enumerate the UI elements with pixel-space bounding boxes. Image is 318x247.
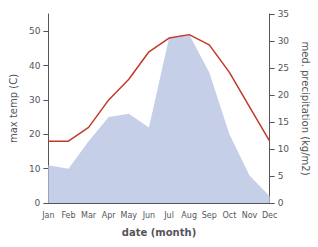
- svg-text:Jan: Jan: [41, 211, 54, 220]
- svg-text:10: 10: [29, 164, 41, 174]
- svg-text:35: 35: [278, 9, 289, 19]
- svg-text:20: 20: [29, 129, 41, 139]
- svg-text:date (month): date (month): [122, 227, 196, 238]
- svg-text:10: 10: [278, 144, 290, 154]
- svg-text:Sep: Sep: [202, 211, 217, 220]
- svg-text:Jun: Jun: [142, 211, 156, 220]
- svg-text:25: 25: [278, 63, 289, 73]
- svg-text:Oct: Oct: [222, 211, 236, 220]
- svg-text:Apr: Apr: [102, 211, 117, 220]
- svg-text:Dec: Dec: [262, 211, 277, 220]
- svg-text:50: 50: [29, 26, 41, 36]
- svg-text:5: 5: [278, 171, 284, 181]
- svg-text:Nov: Nov: [242, 211, 258, 220]
- svg-text:Mar: Mar: [81, 211, 97, 220]
- svg-text:med. precipitation (kg/m2): med. precipitation (kg/m2): [300, 41, 311, 175]
- svg-text:20: 20: [278, 90, 290, 100]
- svg-text:15: 15: [278, 117, 289, 127]
- svg-text:0: 0: [35, 198, 41, 208]
- svg-text:0: 0: [278, 198, 284, 208]
- svg-text:May: May: [121, 211, 138, 220]
- svg-text:30: 30: [278, 36, 290, 46]
- svg-text:Feb: Feb: [61, 211, 75, 220]
- svg-text:max temp (C): max temp (C): [8, 74, 19, 143]
- svg-text:30: 30: [29, 95, 41, 105]
- svg-text:40: 40: [29, 61, 41, 71]
- svg-text:Jul: Jul: [163, 211, 174, 220]
- svg-text:Aug: Aug: [181, 211, 197, 220]
